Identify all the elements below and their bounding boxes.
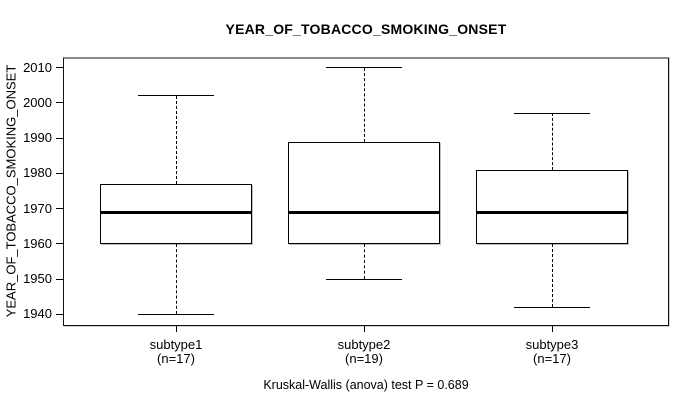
upper-whisker-cap [326,67,402,69]
median-line [288,210,440,214]
y-axis-tick [56,278,63,280]
x-axis-tick [176,326,177,332]
x-axis-group-label: subtype2 (n=19) [304,338,424,365]
y-axis-tick-label: 2000 [23,94,52,110]
y-axis-tick [56,172,63,174]
y-axis-tick-label: 1990 [23,130,52,146]
upper-whisker-cap [138,95,214,97]
group-n-count: (n=17) [533,350,571,366]
median-line [476,210,628,214]
y-axis-tick [56,208,63,210]
y-axis-tick-label: 1960 [23,235,52,251]
x-axis-group-label: subtype3 (n=17) [492,338,612,365]
lower-whisker-cap [514,306,590,308]
group-n-count: (n=17) [157,350,195,366]
lower-whisker-cap [138,313,214,315]
y-axis-tick [56,313,63,315]
x-axis-tick [364,326,365,332]
lower-whisker-line [364,243,365,280]
lower-whisker-line [552,243,553,308]
iqr-box [100,183,252,244]
y-axis-tick-label: 1950 [23,271,52,287]
iqr-box [288,141,440,244]
y-axis-tick [56,137,63,139]
y-axis-tick [56,67,63,69]
chart-title: YEAR_OF_TOBACCO_SMOKING_ONSET [225,21,507,37]
stat-test-caption: Kruskal-Wallis (anova) test P = 0.689 [263,378,469,392]
y-axis-tick-label: 1970 [23,200,52,216]
lower-whisker-line [176,243,177,315]
x-axis-group-label: subtype1 (n=17) [116,338,236,365]
y-axis-tick-label: 1980 [23,165,52,181]
median-line [100,210,252,214]
y-axis-tick [56,243,63,245]
y-axis-tick-label: 2010 [23,59,52,75]
plot-border [63,57,669,326]
y-axis-tick [56,102,63,104]
group-name: subtype3 [525,337,579,352]
upper-whisker-line [552,113,553,170]
upper-whisker-cap [514,112,590,114]
group-name: subtype2 [337,337,391,352]
lower-whisker-cap [326,278,402,280]
x-axis-tick [552,326,553,332]
y-axis-tick-label: 1940 [23,306,52,322]
iqr-box [476,169,628,244]
upper-whisker-line [176,95,177,184]
upper-whisker-line [364,67,365,142]
group-n-count: (n=19) [345,350,383,366]
group-name: subtype1 [149,337,203,352]
